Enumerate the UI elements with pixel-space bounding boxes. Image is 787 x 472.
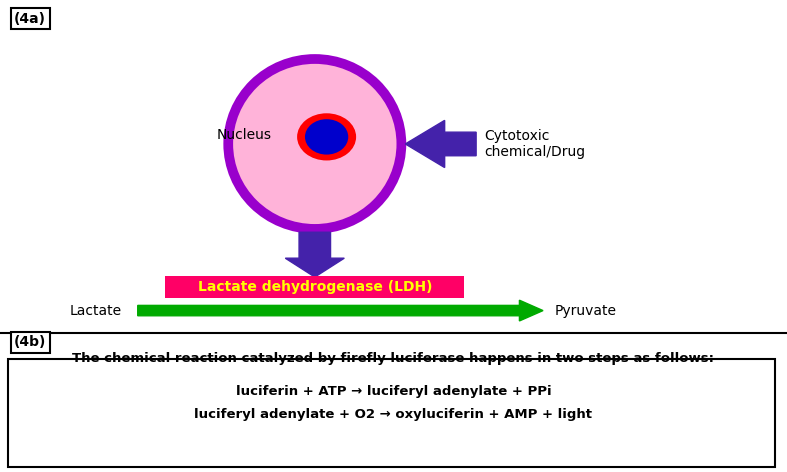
Ellipse shape xyxy=(228,59,401,229)
Text: Lactate dehydrogenase (LDH): Lactate dehydrogenase (LDH) xyxy=(198,280,432,294)
Text: Cytotoxic
chemical/Drug: Cytotoxic chemical/Drug xyxy=(484,129,585,159)
Bar xyxy=(8,359,775,467)
Text: Pyruvate: Pyruvate xyxy=(555,303,617,318)
Text: (4b): (4b) xyxy=(14,335,46,349)
Text: The chemical reaction catalyzed by firefly luciferase happens in two steps as fo: The chemical reaction catalyzed by firef… xyxy=(72,352,715,365)
Ellipse shape xyxy=(305,119,348,155)
Text: Lactate: Lactate xyxy=(70,303,122,318)
FancyArrow shape xyxy=(138,300,543,321)
FancyArrow shape xyxy=(286,232,345,277)
FancyArrow shape xyxy=(405,120,476,168)
Text: luciferyl adenylate + O2 → oxyluciferin + AMP + light: luciferyl adenylate + O2 → oxyluciferin … xyxy=(194,408,593,421)
Text: Nucleus: Nucleus xyxy=(216,127,272,142)
Ellipse shape xyxy=(297,113,356,160)
Text: luciferin + ATP → luciferyl adenylate + PPi: luciferin + ATP → luciferyl adenylate + … xyxy=(235,385,552,398)
Bar xyxy=(165,276,464,298)
Text: (4a): (4a) xyxy=(14,12,46,26)
